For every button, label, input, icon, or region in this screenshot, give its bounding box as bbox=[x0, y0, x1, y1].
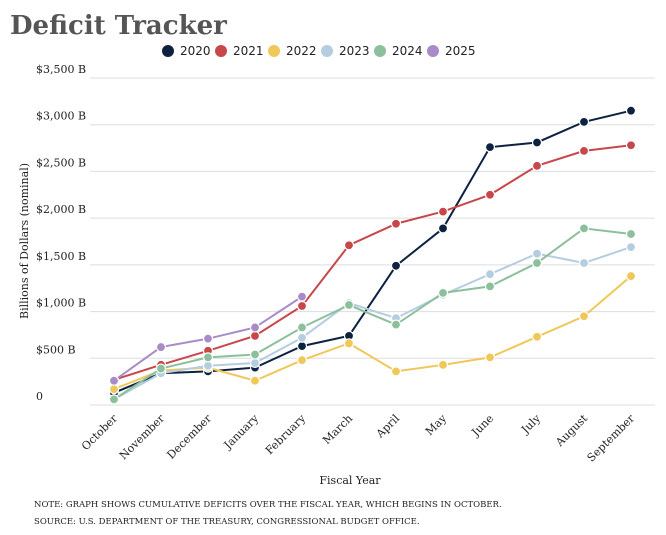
data-point bbox=[625, 140, 637, 151]
legend-marker bbox=[427, 45, 439, 57]
legend-label: 2023 bbox=[339, 44, 370, 58]
data-point bbox=[625, 242, 637, 253]
data-point bbox=[296, 300, 308, 312]
data-point bbox=[249, 357, 261, 369]
data-point bbox=[390, 260, 402, 271]
y-tick-label: $2,500 B bbox=[36, 156, 86, 169]
data-point bbox=[578, 145, 590, 156]
data-point bbox=[437, 359, 449, 370]
data-point bbox=[343, 240, 355, 251]
x-tick-label: September bbox=[585, 411, 638, 464]
data-point bbox=[108, 384, 120, 395]
data-point bbox=[202, 352, 214, 363]
y-tick-label: $2,000 B bbox=[36, 203, 86, 216]
data-point bbox=[155, 341, 167, 353]
x-tick-label: August bbox=[552, 412, 590, 450]
data-point bbox=[202, 333, 214, 344]
y-tick-label: $1,000 B bbox=[36, 297, 86, 310]
data-point bbox=[390, 366, 402, 377]
data-point bbox=[484, 352, 496, 363]
y-tick-label: $3,000 B bbox=[36, 110, 86, 123]
data-point bbox=[531, 257, 543, 269]
legend-label: 2021 bbox=[233, 44, 264, 58]
data-point bbox=[249, 375, 261, 386]
data-point bbox=[578, 257, 590, 269]
x-tick-label: May bbox=[423, 411, 450, 438]
note: NOTE: GRAPH SHOWS CUMULATIVE DEFICITS OV… bbox=[34, 500, 502, 510]
data-point bbox=[296, 322, 308, 333]
legend-marker bbox=[215, 45, 227, 57]
data-point bbox=[390, 218, 402, 229]
data-point bbox=[155, 363, 167, 374]
data-point bbox=[484, 142, 496, 153]
y-tick-label: $3,500 B bbox=[36, 63, 86, 76]
series-line bbox=[113, 144, 632, 381]
data-point bbox=[484, 281, 496, 292]
x-tick-label: April bbox=[373, 412, 403, 442]
x-tick-label: October bbox=[79, 411, 121, 453]
data-point bbox=[625, 270, 637, 282]
data-point bbox=[108, 394, 120, 405]
data-point bbox=[249, 322, 261, 333]
data-point bbox=[531, 331, 543, 342]
legend-marker bbox=[268, 45, 280, 57]
y-axis-label: Billions of Dollars (nominal) bbox=[18, 163, 31, 319]
data-point bbox=[296, 341, 308, 352]
source: SOURCE: U.S. DEPARTMENT OF THE TREASURY,… bbox=[34, 517, 420, 527]
data-point bbox=[437, 223, 449, 234]
legend-label: 2024 bbox=[392, 44, 423, 58]
data-point bbox=[625, 105, 637, 116]
data-point bbox=[390, 319, 402, 330]
series-line bbox=[113, 227, 632, 401]
data-point bbox=[437, 287, 449, 298]
x-tick-label: December bbox=[164, 411, 214, 461]
data-point bbox=[531, 160, 543, 171]
data-point bbox=[296, 355, 308, 366]
data-point bbox=[531, 137, 543, 148]
x-tick-label: February bbox=[263, 411, 309, 457]
data-point bbox=[296, 291, 308, 302]
data-point bbox=[578, 311, 590, 322]
data-point bbox=[531, 248, 543, 259]
data-point bbox=[484, 189, 496, 200]
x-tick-label: June bbox=[468, 412, 496, 440]
data-point bbox=[578, 223, 590, 234]
legend-marker bbox=[162, 45, 174, 57]
x-tick-label: March bbox=[320, 412, 355, 447]
x-axis-label: Fiscal Year bbox=[319, 474, 381, 487]
data-point bbox=[343, 299, 355, 311]
data-point bbox=[202, 360, 214, 371]
legend-label: 2025 bbox=[445, 44, 476, 58]
series-line bbox=[113, 246, 632, 401]
legend-label: 2022 bbox=[286, 44, 317, 58]
data-point bbox=[625, 228, 637, 240]
chart-title: Deficit Tracker bbox=[10, 11, 227, 41]
data-point bbox=[437, 206, 449, 217]
series-line bbox=[113, 109, 632, 394]
data-point bbox=[249, 349, 261, 360]
data-point bbox=[343, 338, 355, 349]
legend-label: 2020 bbox=[180, 44, 211, 58]
data-point bbox=[249, 330, 261, 341]
x-tick-label: July bbox=[518, 411, 543, 436]
y-tick-label: $1,500 B bbox=[36, 250, 86, 263]
data-point bbox=[108, 375, 120, 386]
data-point bbox=[484, 269, 496, 280]
y-tick-label: 0 bbox=[36, 390, 43, 403]
data-point bbox=[296, 332, 308, 343]
x-tick-label: November bbox=[117, 411, 168, 462]
y-tick-label: $500 B bbox=[36, 343, 76, 356]
series-line bbox=[113, 275, 632, 391]
legend-marker bbox=[374, 45, 386, 57]
x-tick-label: January bbox=[221, 411, 262, 452]
legend-marker bbox=[321, 45, 333, 57]
data-point bbox=[578, 116, 590, 128]
